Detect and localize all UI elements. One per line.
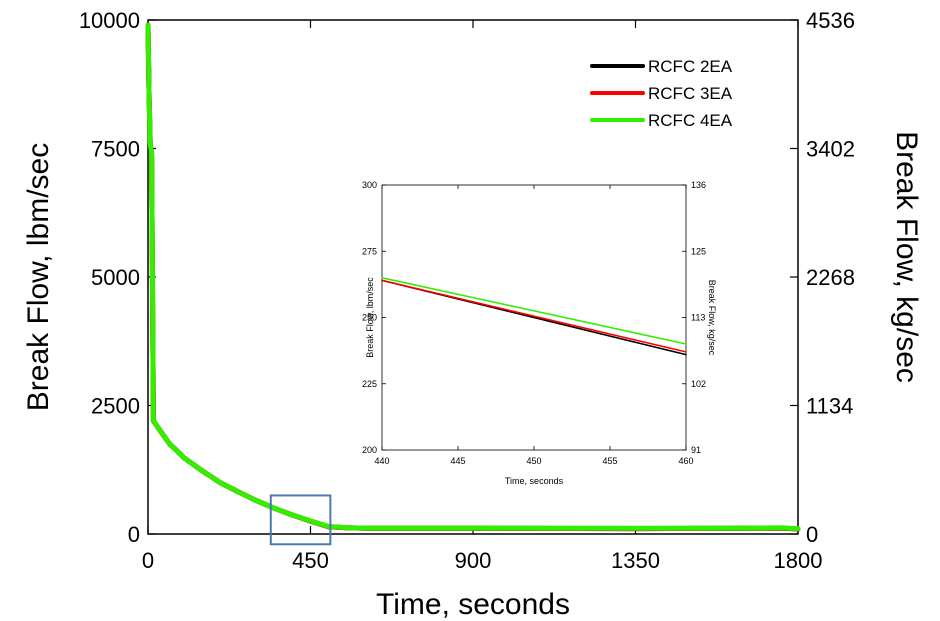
inset-ticks: 440 445 450 455 460 200 225 250 275 300 91 102 113 12…	[362, 180, 706, 466]
legend-label-rcfc-2ea: RCFC 2EA	[648, 57, 733, 76]
main-y2-tick-label: 4536	[806, 8, 855, 33]
inset-y-axis-title: Break Flow, lbm/sec	[365, 277, 375, 358]
inset-x-tick-label: 450	[526, 456, 541, 466]
legend-label-rcfc-3ea: RCFC 3EA	[648, 84, 733, 103]
inset-y2-tick-label: 113	[691, 313, 705, 323]
main-y-tick-label: 7500	[91, 137, 140, 162]
main-x-tick-label: 1800	[774, 548, 823, 573]
inset-y2-axis-title: Break Flow, kg/sec	[707, 280, 717, 356]
inset-series-line-rcfc-3ea	[381, 279, 687, 353]
inset-x-tick-label: 455	[602, 456, 617, 466]
main-y-tick-label: 0	[128, 522, 140, 547]
inset-plot: 440 445 450 455 460 200 225 250 275 300 91 102 113 12…	[362, 180, 717, 486]
main-series	[145, 22, 801, 532]
inset-y-tick-label: 200	[362, 445, 377, 455]
inset-y-tick-label: 225	[362, 379, 377, 389]
main-y-tick-label: 2500	[91, 394, 140, 419]
main-plot: 0 450 900 1350 18000250050007500100000113422…	[22, 8, 923, 621]
inset-y-tick-label: 300	[362, 180, 377, 190]
inset-y2-tick-label: 102	[691, 379, 706, 389]
inset-y2-tick-label: 125	[691, 246, 706, 256]
legend: RCFC 2EA RCFC 3EA RCFC 4EA	[590, 57, 733, 130]
inset-y2-tick-label: 136	[691, 180, 706, 190]
inset-x-tick-label: 445	[450, 456, 465, 466]
inset-x-tick-label: 460	[678, 456, 693, 466]
inset-x-axis-title: Time, seconds	[505, 476, 564, 486]
main-y2-tick-label: 2268	[806, 265, 855, 290]
zoom-box	[269, 494, 332, 546]
inset-y2-tick-label: 91	[691, 445, 701, 455]
main-x-tick-label: 0	[142, 548, 154, 573]
main-y2-tick-label: 3402	[806, 137, 855, 162]
main-y-axis-title: Break Flow, lbm/sec	[22, 143, 55, 411]
main-ticks: 0 450 900 1350 18000250050007500100000113422…	[79, 8, 855, 573]
main-y2-axis-title: Break Flow, kg/sec	[890, 131, 923, 383]
main-series-line-rcfc-4ea	[145, 22, 801, 532]
main-y-tick-label: 10000	[79, 8, 140, 33]
inset-y-tick-label: 275	[362, 246, 377, 256]
main-y2-tick-label: 1134	[806, 394, 853, 419]
inset-series-line-rcfc-4ea	[381, 276, 687, 345]
main-x-tick-label: 450	[292, 548, 329, 573]
legend-label-rcfc-4ea: RCFC 4EA	[648, 111, 733, 130]
inset-y-tick-label: 250	[362, 313, 377, 323]
main-x-axis-title: Time, seconds	[376, 588, 570, 621]
main-y2-tick-label: 0	[806, 522, 818, 547]
inset-x-tick-label: 440	[374, 456, 389, 466]
main-x-tick-label: 900	[455, 548, 492, 573]
main-y-tick-label: 5000	[91, 265, 140, 290]
inset-series	[381, 276, 687, 356]
main-x-tick-label: 1350	[611, 548, 660, 573]
